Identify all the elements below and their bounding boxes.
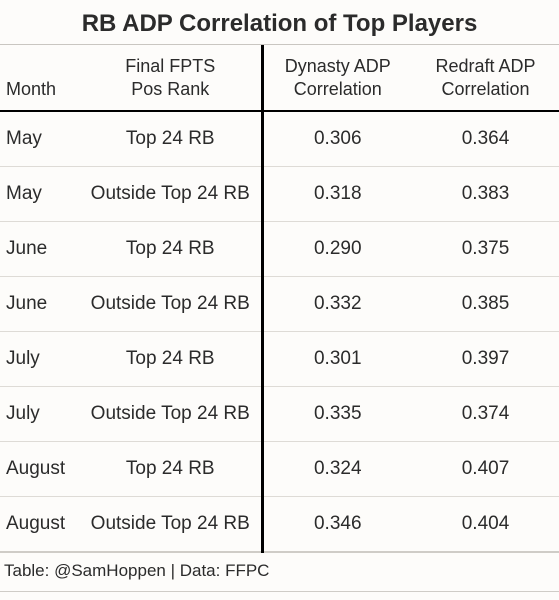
- table-cell: May: [0, 167, 80, 222]
- table-cell: Outside Top 24 RB: [80, 497, 262, 553]
- table-cell: Top 24 RB: [80, 442, 262, 497]
- table-cell: 0.374: [412, 387, 559, 442]
- table-cell: Top 24 RB: [80, 332, 262, 387]
- table-cell: 0.290: [262, 222, 412, 277]
- table-footer: Table: @SamHoppen | Data: FFPC: [0, 553, 559, 592]
- table-row: MayTop 24 RB0.3060.364: [0, 111, 559, 167]
- table-cell: Outside Top 24 RB: [80, 387, 262, 442]
- table-row: JulyTop 24 RB0.3010.397: [0, 332, 559, 387]
- table-title: RB ADP Correlation of Top Players: [0, 0, 559, 45]
- table-row: JuneTop 24 RB0.2900.375: [0, 222, 559, 277]
- table-cell: Top 24 RB: [80, 222, 262, 277]
- table-cell: August: [0, 442, 80, 497]
- table-cell: July: [0, 332, 80, 387]
- table-cell: Outside Top 24 RB: [80, 277, 262, 332]
- col-header-posrank: Final FPTSPos Rank: [80, 45, 262, 111]
- table-cell: 0.332: [262, 277, 412, 332]
- table-row: AugustOutside Top 24 RB0.3460.404: [0, 497, 559, 553]
- table-cell: 0.364: [412, 111, 559, 167]
- table-cell: August: [0, 497, 80, 553]
- table-cell: 0.301: [262, 332, 412, 387]
- table-cell: 0.404: [412, 497, 559, 553]
- correlation-table: Month Final FPTSPos Rank Dynasty ADPCorr…: [0, 45, 559, 553]
- col-header-month: Month: [0, 45, 80, 111]
- table-cell: 0.306: [262, 111, 412, 167]
- table-cell: May: [0, 111, 80, 167]
- col-header-redraft: Redraft ADPCorrelation: [412, 45, 559, 111]
- table-cell: Top 24 RB: [80, 111, 262, 167]
- table-cell: 0.318: [262, 167, 412, 222]
- table-cell: Outside Top 24 RB: [80, 167, 262, 222]
- table-cell: July: [0, 387, 80, 442]
- col-header-dynasty: Dynasty ADPCorrelation: [262, 45, 412, 111]
- table-cell: 0.375: [412, 222, 559, 277]
- table-cell: 0.407: [412, 442, 559, 497]
- table-cell: June: [0, 277, 80, 332]
- table-cell: 0.324: [262, 442, 412, 497]
- table-row: JuneOutside Top 24 RB0.3320.385: [0, 277, 559, 332]
- table-cell: 0.346: [262, 497, 412, 553]
- table-cell: 0.397: [412, 332, 559, 387]
- table-row: JulyOutside Top 24 RB0.3350.374: [0, 387, 559, 442]
- table-row: MayOutside Top 24 RB0.3180.383: [0, 167, 559, 222]
- table-cell: June: [0, 222, 80, 277]
- table-header-row: Month Final FPTSPos Rank Dynasty ADPCorr…: [0, 45, 559, 111]
- table-cell: 0.383: [412, 167, 559, 222]
- table-cell: 0.335: [262, 387, 412, 442]
- table-cell: 0.385: [412, 277, 559, 332]
- table-row: AugustTop 24 RB0.3240.407: [0, 442, 559, 497]
